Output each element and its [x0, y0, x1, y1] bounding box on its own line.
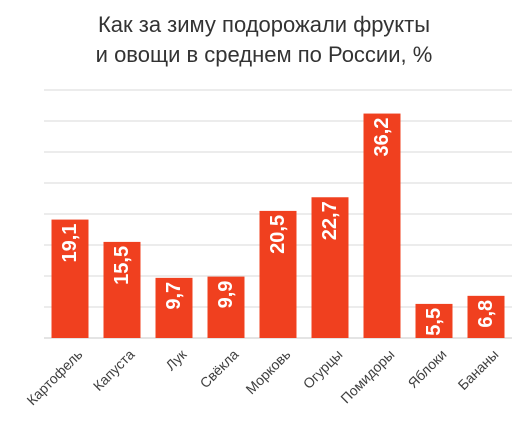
category-label: Свёкла — [197, 346, 242, 391]
bar — [155, 277, 193, 338]
bar — [259, 210, 297, 338]
bar-value-label: 9,9 — [215, 281, 237, 309]
chart-title: Как за зиму подорожали фрукты и овощи в … — [0, 10, 528, 70]
bar-value-label: 20,5 — [267, 215, 289, 254]
bar-value-label: 6,8 — [475, 300, 497, 328]
bar-value-label: 9,7 — [163, 282, 185, 310]
bar — [103, 241, 141, 338]
category-label: Огурцы — [300, 346, 346, 392]
chart-title-line-2: и овощи в среднем по России, % — [95, 42, 433, 67]
chart-title-line-1: Как за зиму подорожали фрукты — [97, 12, 431, 37]
bar — [311, 197, 349, 338]
bar-value-label: 36,2 — [371, 118, 393, 157]
category-label: Помидоры — [337, 346, 397, 406]
bar-value-label: 5,5 — [423, 308, 445, 336]
category-label: Морковь — [242, 346, 293, 397]
category-label: Капуста — [90, 346, 138, 394]
bar-value-label: 19,1 — [59, 224, 81, 263]
bar — [363, 113, 401, 338]
bar — [415, 303, 453, 338]
bar — [51, 219, 89, 338]
bar-value-label: 15,5 — [111, 246, 133, 285]
category-label: Лук — [162, 346, 190, 374]
category-label: Яблоки — [405, 346, 450, 391]
category-label: Бананы — [455, 346, 502, 393]
bar-value-label: 22,7 — [319, 201, 341, 240]
bar — [207, 276, 245, 338]
category-label: Картофель — [23, 346, 85, 408]
bar — [467, 295, 505, 338]
